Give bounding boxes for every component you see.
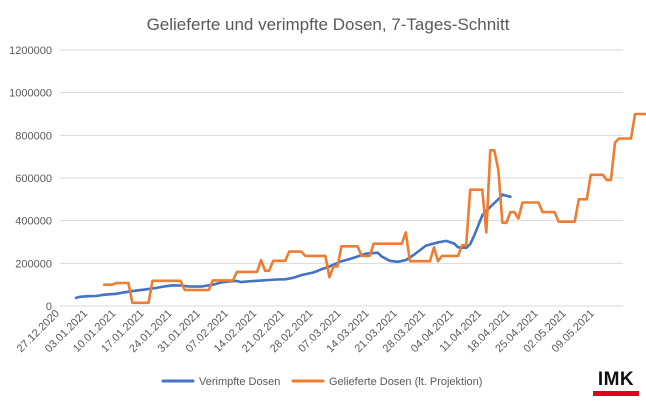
- y-tick-label: 200000: [15, 258, 52, 270]
- series-line-delivered: [102, 112, 646, 305]
- y-tick-label: 1200000: [9, 45, 52, 57]
- gridlines: [60, 49, 623, 307]
- y-tick-label: 1000000: [9, 88, 52, 100]
- imk-logo: IMK: [593, 369, 639, 397]
- y-tick-label: 800000: [15, 130, 52, 142]
- y-tick-label: 600000: [15, 173, 52, 185]
- series-line-administered: [74, 193, 512, 300]
- y-axis-ticks: 0 200000 400000 600000 800000 1000000 1200000: [9, 45, 52, 313]
- y-tick-label: 400000: [15, 216, 52, 228]
- legend-label-delivered: Gelieferte Dosen (lt. Projektion): [329, 376, 482, 388]
- series-lines: [74, 112, 646, 305]
- x-axis-ticks: 27.12.202003.01.202110.01.202117.01.2021…: [15, 308, 597, 355]
- chart-title: Gelieferte und verimpfte Dosen, 7-Tages-…: [147, 15, 510, 34]
- legend: Verimpfte Dosen Gelieferte Dosen (lt. Pr…: [161, 376, 482, 388]
- legend-label-administered: Verimpfte Dosen: [199, 376, 280, 388]
- y-tick-label: 0: [46, 301, 52, 313]
- logo-text: IMK: [597, 369, 635, 390]
- logo-accent-bar: [593, 391, 639, 396]
